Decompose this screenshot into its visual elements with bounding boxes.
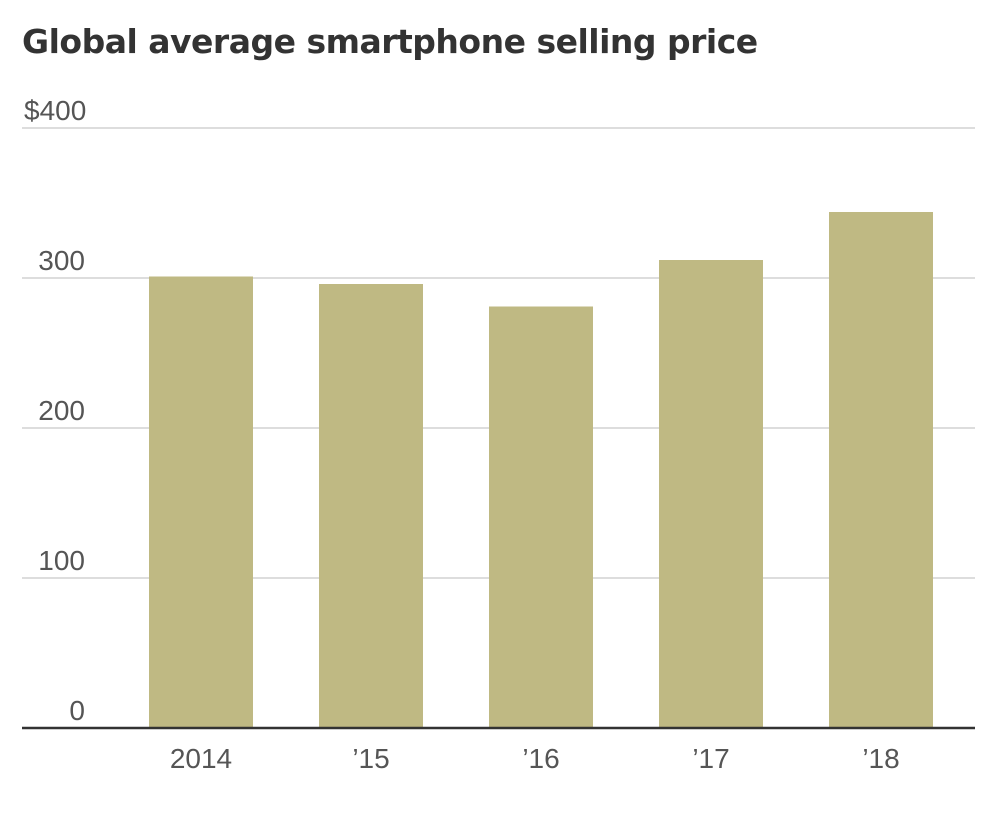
y-tick-label: $400: [24, 95, 86, 126]
x-tick-label: 2014: [170, 743, 232, 774]
x-tick-label: ’18: [862, 743, 899, 774]
bars: [149, 212, 933, 728]
chart-title: Global average smartphone selling price: [22, 22, 758, 61]
bar: [659, 260, 763, 728]
x-tick-label: ’16: [522, 743, 559, 774]
y-tick-label: 100: [38, 545, 85, 576]
bar: [149, 276, 253, 728]
bar: [489, 306, 593, 728]
x-axis-tick-labels: 2014 ’15 ’16 ’17 ’18: [170, 743, 900, 774]
x-tick-label: ’17: [692, 743, 729, 774]
x-tick-label: ’15: [352, 743, 389, 774]
bar: [829, 212, 933, 728]
y-axis-tick-labels: 0 100 200 300 $400: [24, 95, 86, 726]
y-tick-label: 0: [69, 695, 85, 726]
y-tick-label: 200: [38, 395, 85, 426]
bar: [319, 284, 423, 728]
y-tick-label: 300: [38, 245, 85, 276]
